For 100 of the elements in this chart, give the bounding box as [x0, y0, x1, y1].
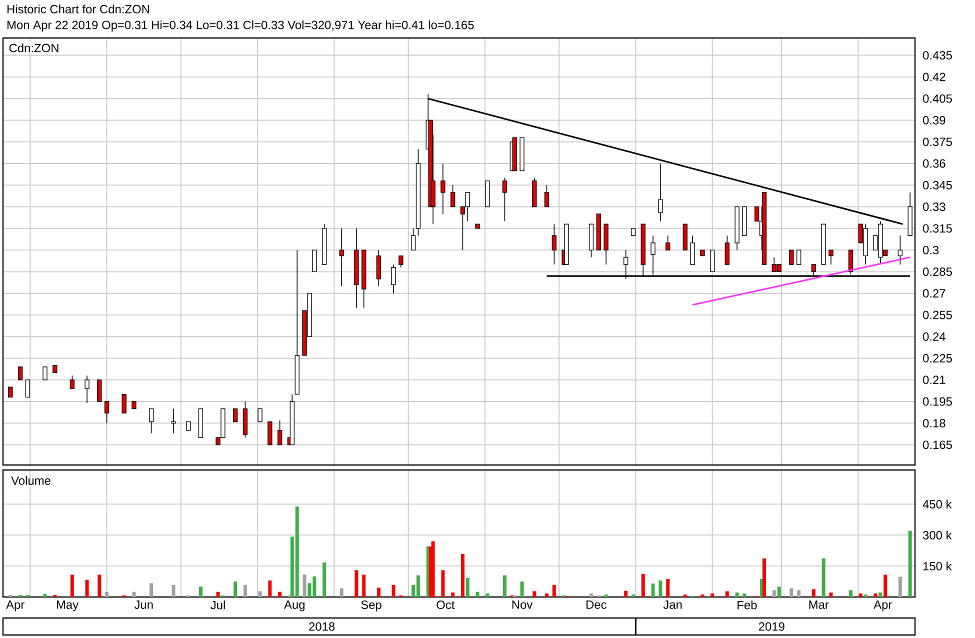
- bar: [302, 574, 306, 598]
- x-tick-label: Apr: [6, 600, 24, 612]
- y-tick-label: 0.39: [922, 116, 946, 124]
- x-tick-label: Dec: [586, 600, 606, 609]
- bar: [322, 562, 326, 598]
- y-tick-label: 0.405: [922, 94, 952, 103]
- y-tick-label: 150 k: [923, 562, 952, 570]
- y-tick-label: 0.3: [922, 246, 939, 254]
- bar: [658, 580, 662, 598]
- candlestick: [828, 250, 834, 265]
- candlestick: [544, 184, 550, 208]
- bar: [466, 578, 470, 598]
- bar: [476, 592, 480, 598]
- bar: [441, 570, 445, 598]
- bar: [683, 594, 687, 598]
- bar: [742, 593, 746, 598]
- candlestick: [440, 163, 446, 214]
- y-tick-label: 0.435: [922, 51, 952, 60]
- candlestick: [97, 380, 102, 402]
- bar: [651, 584, 655, 598]
- annotation: Cdn:ZON: [9, 43, 58, 52]
- bar: [18, 594, 22, 598]
- y-tick-label: 0.315: [922, 224, 952, 233]
- y-tick-label: 0.36: [922, 159, 946, 168]
- candlestick: [268, 421, 272, 446]
- bar: [105, 592, 109, 598]
- x-tick-label: Jan: [663, 600, 682, 609]
- candlestick: [312, 250, 317, 272]
- candlestick: [502, 178, 508, 222]
- candlestick: [398, 255, 404, 268]
- bar: [172, 585, 176, 598]
- x-tick-label: Jul: [210, 600, 225, 610]
- bar: [700, 594, 704, 598]
- bar: [710, 593, 714, 598]
- x2-tick-label: 2019: [758, 622, 784, 631]
- x-tick-label: Sep: [361, 600, 382, 612]
- bar: [150, 583, 154, 598]
- y-tick-label: 0.21: [922, 376, 946, 384]
- x-tick-label: Jun: [134, 600, 153, 609]
- y-tick-label: 0.24: [922, 332, 946, 341]
- x2-tick-label: 2018: [309, 622, 335, 631]
- bar: [26, 594, 30, 598]
- x-tick-label: May: [56, 600, 79, 612]
- bar: [8, 594, 12, 598]
- x-tick-label: Aug: [284, 600, 305, 612]
- bar: [98, 574, 102, 598]
- bar: [898, 576, 902, 598]
- candlestick: [122, 394, 126, 414]
- bar: [486, 593, 490, 598]
- bar: [198, 586, 202, 598]
- candlestick: [410, 228, 416, 250]
- bar: [762, 558, 766, 598]
- bar: [85, 580, 89, 598]
- bar: [822, 558, 826, 598]
- candlestick: [796, 250, 802, 265]
- bar: [604, 594, 608, 598]
- bar: [666, 579, 670, 598]
- candlestick: [552, 224, 556, 265]
- candlestick: [148, 408, 154, 434]
- bar: [503, 575, 506, 598]
- x-tick-label: Mar: [809, 600, 829, 609]
- bar: [641, 574, 645, 598]
- bar: [278, 592, 282, 598]
- bar: [632, 594, 635, 598]
- bar: [362, 574, 366, 598]
- chart-title: Historic Chart for Cdn:ZON: [8, 4, 150, 14]
- candlestick: [42, 366, 48, 380]
- bar: [340, 588, 344, 598]
- bar: [70, 574, 74, 598]
- candlestick: [391, 264, 396, 294]
- bar: [590, 593, 593, 598]
- bar: [874, 593, 878, 598]
- bar: [849, 590, 852, 598]
- candlestick: [450, 184, 456, 208]
- candlestick: [724, 235, 730, 265]
- bar: [790, 588, 794, 598]
- candlestick: [898, 235, 903, 265]
- x-tick-label: Nov: [512, 600, 533, 609]
- bar: [812, 589, 816, 598]
- bar: [908, 530, 912, 598]
- x-tick-label: Feb: [738, 600, 757, 610]
- bar: [552, 585, 556, 598]
- bar: [797, 590, 801, 598]
- y-tick-label: 0.195: [922, 397, 952, 406]
- y-tick-label: 0.42: [922, 72, 946, 82]
- candlestick: [258, 408, 262, 422]
- bar: [725, 591, 729, 598]
- bar: [216, 592, 220, 598]
- candlestick: [690, 235, 695, 265]
- bar: [460, 554, 464, 598]
- bar: [878, 592, 882, 598]
- bar: [520, 582, 524, 598]
- candlestick: [277, 420, 282, 446]
- bar: [777, 586, 781, 598]
- y-tick-label: 0.255: [922, 310, 952, 320]
- candlestick: [789, 250, 794, 265]
- candlestick: [666, 235, 670, 250]
- bar: [624, 590, 628, 598]
- bar: [884, 574, 888, 598]
- bar: [431, 541, 435, 598]
